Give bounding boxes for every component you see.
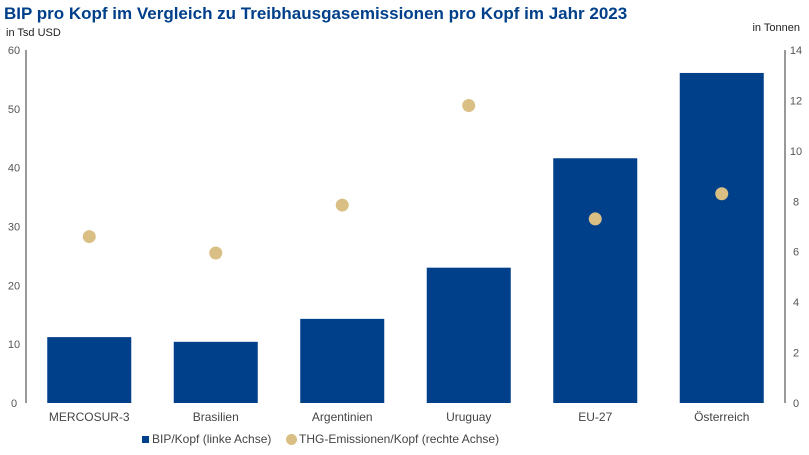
legend-label: BIP/Kopf (linke Achse)	[152, 432, 272, 446]
left-tick-label: 20	[8, 280, 20, 292]
right-tick-label: 0	[793, 398, 799, 410]
bar-3	[426, 267, 511, 403]
legend-dot-icon	[286, 433, 297, 445]
left-tick-label: 0	[11, 398, 17, 410]
bar-0	[47, 337, 132, 403]
emission-point-2	[335, 198, 349, 212]
bar-4	[553, 158, 638, 403]
bar-2	[300, 318, 385, 403]
left-tick-label: 50	[8, 104, 20, 116]
emission-point-5	[715, 187, 729, 201]
emission-point-1	[209, 246, 223, 260]
right-tick-label: 4	[793, 297, 799, 309]
right-tick-label: 14	[790, 45, 802, 57]
category-label: Brasilien	[193, 410, 239, 424]
legend-item-bip: BIP/Kopf (linke Achse)	[142, 432, 271, 446]
legend-square-icon	[142, 435, 149, 443]
category-label: Argentinien	[312, 410, 373, 424]
legend-item-thg: THG-Emissionen/Kopf (rechte Achse)	[286, 432, 499, 446]
right-tick-label: 6	[793, 247, 799, 259]
left-axis-label: in Tsd USD	[6, 27, 61, 39]
category-label: MERCOSUR-3	[49, 410, 130, 424]
category-label: Österreich	[694, 410, 749, 424]
right-tick-label: 12	[790, 95, 802, 107]
category-label: Uruguay	[446, 410, 491, 424]
emission-point-3	[462, 98, 476, 112]
left-tick-label: 40	[8, 163, 20, 175]
legend-label: THG-Emissionen/Kopf (rechte Achse)	[299, 432, 500, 446]
category-label: EU-27	[578, 410, 612, 424]
bar-1	[173, 341, 258, 403]
right-tick-label: 10	[790, 146, 802, 158]
right-axis-label: in Tonnen	[752, 22, 800, 34]
left-tick-label: 30	[8, 222, 20, 234]
chart-title: BIP pro Kopf im Vergleich zu Treibhausga…	[4, 4, 628, 23]
right-tick-label: 2	[793, 348, 799, 360]
emission-point-4	[588, 212, 602, 226]
bar-5	[679, 72, 764, 403]
left-tick-label: 10	[8, 339, 20, 351]
left-tick-label: 60	[8, 45, 20, 57]
emission-point-0	[82, 230, 96, 244]
right-tick-label: 8	[793, 196, 799, 208]
